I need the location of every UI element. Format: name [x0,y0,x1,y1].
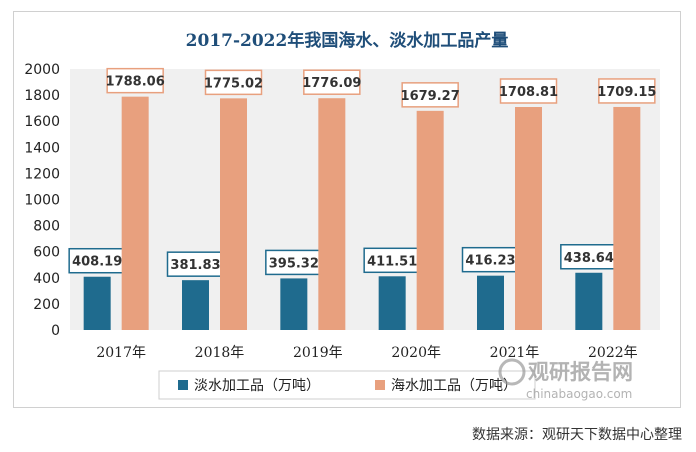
legend-box [158,370,536,400]
bar [515,107,542,330]
legend-label: 淡水加工品（万吨） [194,378,320,394]
data-label: 1708.81 [499,85,558,100]
y-tick-label: 1400 [24,140,60,156]
data-label: 1775.02 [204,76,263,91]
legend-label: 海水加工品（万吨） [391,378,517,394]
watermark-logo: 观研报告网 chinabaogao.com [498,358,633,401]
data-label: 411.51 [367,254,417,269]
data-label-box [598,78,656,104]
data-label: 395.32 [269,256,319,271]
data-label-box [68,247,126,274]
bar [83,276,111,330]
x-tick-label: 2019年 [293,345,343,361]
data-label-box [560,244,618,270]
data-label-box [461,246,520,273]
data-label: 1776.09 [302,76,361,91]
chart-title: 2017-2022年我国海水、淡水加工品产量 [186,30,509,51]
data-label-box [265,249,323,276]
bar [378,276,406,330]
x-tick-label: 2020年 [391,345,441,361]
bar [280,278,308,330]
bar-chart: 2017-2022年我国海水、淡水加工品产量 0 200 400 600 800 1000… [24,30,660,400]
y-tick-label: 600 [33,245,60,261]
bar [416,110,444,331]
watermark-url: chinabaogao.com [526,387,632,401]
legend-swatch [375,380,385,390]
bar [575,272,603,330]
y-tick-label: 1000 [24,193,60,209]
y-tick-label: 800 [33,219,60,235]
plot-background [70,69,660,330]
bar [477,275,504,330]
bar [613,106,641,330]
bar [318,98,346,331]
data-label-box [303,69,361,95]
y-tick-label: 0 [51,323,60,339]
legend: 淡水加工品（万吨） 海水加工品（万吨） [158,370,536,400]
bar [121,96,149,330]
data-label: 1788.06 [106,75,165,90]
data-label-box [204,69,263,96]
watermark-brand: 观研报告网 [528,360,633,384]
data-label-box [401,82,459,108]
data-label: 416.23 [465,254,515,269]
data-label-box [106,67,164,94]
plot-area: 0 200 400 600 800 1000 1200 1400 1600 1800 2000 201… [24,62,660,361]
bar [220,98,247,330]
data-label: 1709.15 [597,85,656,100]
data-label-box [166,251,225,277]
chart-frame: 2017-2022年我国海水、淡水加工品产量 0 200 400 600 800 1000… [13,11,681,408]
watermark-circle-icon [498,358,526,386]
y-tick-label: 400 [33,271,60,287]
data-label-box [499,78,558,104]
y-tick-label: 200 [33,297,60,313]
data-label: 1679.27 [401,89,460,104]
y-tick-label: 1800 [24,88,60,104]
x-tick-label: 2022年 [588,345,638,361]
y-tick-label: 1600 [24,114,60,130]
y-tick-label: 1200 [24,166,60,182]
y-tick-label: 2000 [24,62,60,78]
x-tick-label: 2017年 [96,345,146,361]
data-source: 数据来源：观研天下数据中心整理 [472,427,682,443]
data-label: 381.83 [170,258,220,273]
legend-swatch [178,380,188,390]
bar [182,280,209,330]
x-tick-label: 2018年 [195,345,245,361]
data-label: 408.19 [72,255,122,270]
data-label-box [363,247,421,274]
data-label: 438.64 [564,251,614,266]
x-tick-label: 2021年 [490,345,540,361]
